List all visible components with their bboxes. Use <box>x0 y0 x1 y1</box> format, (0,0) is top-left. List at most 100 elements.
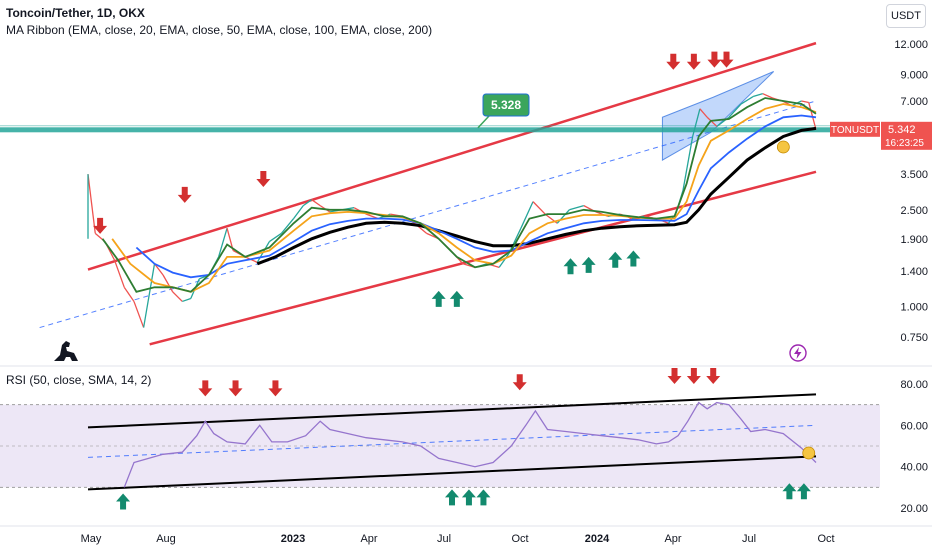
rsi-line <box>123 401 817 488</box>
callout-label: 5.328 <box>491 98 521 112</box>
rsi-up-arrow <box>445 489 459 506</box>
price-segment <box>226 228 234 251</box>
rsi-down-arrow <box>268 380 283 397</box>
price-segment <box>293 205 304 219</box>
price-up-arrow <box>449 290 464 307</box>
price-segment <box>302 199 313 207</box>
price-down-arrow <box>93 217 108 234</box>
time-axis-tick: Aug <box>156 533 176 545</box>
price-down-arrow <box>256 171 271 188</box>
price-up-arrow <box>608 251 623 268</box>
rsi-down-arrow <box>512 374 527 391</box>
support-level-line <box>0 127 880 133</box>
price-axis-tick: 2.500 <box>900 205 928 217</box>
rsi-up-arrow <box>461 489 476 506</box>
currency-unit-button[interactable]: USDT <box>886 4 926 28</box>
price-axis-tick: 7.000 <box>900 96 928 108</box>
price-segment <box>569 204 584 211</box>
time-axis-tick: Jul <box>437 533 451 545</box>
symbol-tag-bg <box>830 121 880 137</box>
callout-box <box>482 93 530 117</box>
last-price-bg <box>881 121 932 150</box>
last-price-label: 5.342 <box>888 124 916 136</box>
price-segment <box>752 93 763 98</box>
price-segment <box>762 93 773 99</box>
rsi-emoji-marker <box>802 446 816 460</box>
price-segment <box>162 274 174 293</box>
time-axis-tick: Oct <box>817 533 834 545</box>
time-axis-tick: Apr <box>664 533 681 545</box>
time-axis-tick: 2023 <box>281 533 305 545</box>
price-axis-tick: 1.400 <box>900 266 928 278</box>
countdown-label: 16:23:25 <box>885 138 924 149</box>
price-segment <box>280 218 295 234</box>
rsi-axis-tick: 40.00 <box>900 462 928 474</box>
price-segment <box>142 263 156 328</box>
price-down-arrow <box>707 51 722 68</box>
price-segment <box>153 263 164 276</box>
price-axis-tick: 3.500 <box>900 169 928 181</box>
price-segment <box>182 297 192 303</box>
price-segment <box>532 201 546 215</box>
rsi-up-arrow <box>476 489 491 506</box>
price-segment <box>801 100 809 104</box>
rsi-down-arrow <box>228 380 243 397</box>
price-axis-tick: 0.750 <box>900 332 928 344</box>
price-down-arrow <box>177 186 192 203</box>
rsi-axis-tick: 60.00 <box>900 420 928 432</box>
symbol-tag: TONUSDT <box>831 125 879 136</box>
price-axis-tick: 12.000 <box>894 39 928 51</box>
rsi-up-arrow <box>116 493 131 510</box>
price-segment <box>520 201 534 229</box>
lightning-bolt-icon[interactable] <box>789 344 807 362</box>
price-segment <box>311 199 321 207</box>
price-segment <box>692 108 701 137</box>
rsi-down-arrow <box>706 368 721 384</box>
rsi-down-arrow <box>667 368 682 384</box>
price-down-arrow <box>719 51 734 68</box>
price-segment <box>682 136 694 191</box>
price-segment <box>133 301 145 328</box>
emoji-marker <box>776 140 790 154</box>
time-axis-tick: Oct <box>511 533 528 545</box>
price-segment <box>706 116 718 127</box>
price-up-arrow <box>431 290 446 307</box>
price-segment <box>699 108 708 118</box>
channel-upper-line <box>87 41 817 271</box>
rsi-axis-tick: 80.00 <box>900 379 928 391</box>
price-segment <box>508 227 522 254</box>
time-axis-tick: 2024 <box>585 533 610 545</box>
callout-pointer <box>477 115 490 129</box>
price-up-arrow <box>563 258 578 275</box>
time-axis-tick: Jul <box>742 533 756 545</box>
price-segment <box>172 291 183 302</box>
price-up-arrow <box>581 256 596 273</box>
price-axis-tick: 1.000 <box>900 302 928 314</box>
rsi-down-arrow <box>198 380 213 397</box>
rsi-up-arrow <box>782 483 797 500</box>
time-axis-tick: May <box>81 533 102 545</box>
price-axis-tick: 1.900 <box>900 234 928 246</box>
rsi-legend: RSI (50, close, SMA, 14, 2) <box>6 373 152 387</box>
tradingview-dino-icon <box>54 341 78 361</box>
symbol-title: Toncoin/Tether, 1D, OKX <box>6 6 145 20</box>
price-segment <box>740 95 754 105</box>
price-segment <box>87 174 96 234</box>
price-segment <box>498 253 510 268</box>
ema100-line <box>135 114 817 279</box>
ema200-line <box>256 126 817 266</box>
ema20-line <box>101 97 817 293</box>
price-axis-tick: 9.000 <box>900 69 928 81</box>
rsi-trend-lower <box>87 455 817 491</box>
price-down-arrow <box>666 53 681 70</box>
price-segment <box>728 103 742 118</box>
time-axis-tick: Apr <box>360 533 377 545</box>
price-segment <box>269 232 282 243</box>
price-segment <box>123 286 135 302</box>
price-callout: 5.328 <box>477 93 530 129</box>
rsi-trend-mid <box>87 424 817 458</box>
ma-ribbon-legend: MA Ribbon (EMA, close, 20, EMA, close, 5… <box>6 23 433 37</box>
price-segment <box>217 228 228 258</box>
price-down-arrow <box>686 53 701 70</box>
